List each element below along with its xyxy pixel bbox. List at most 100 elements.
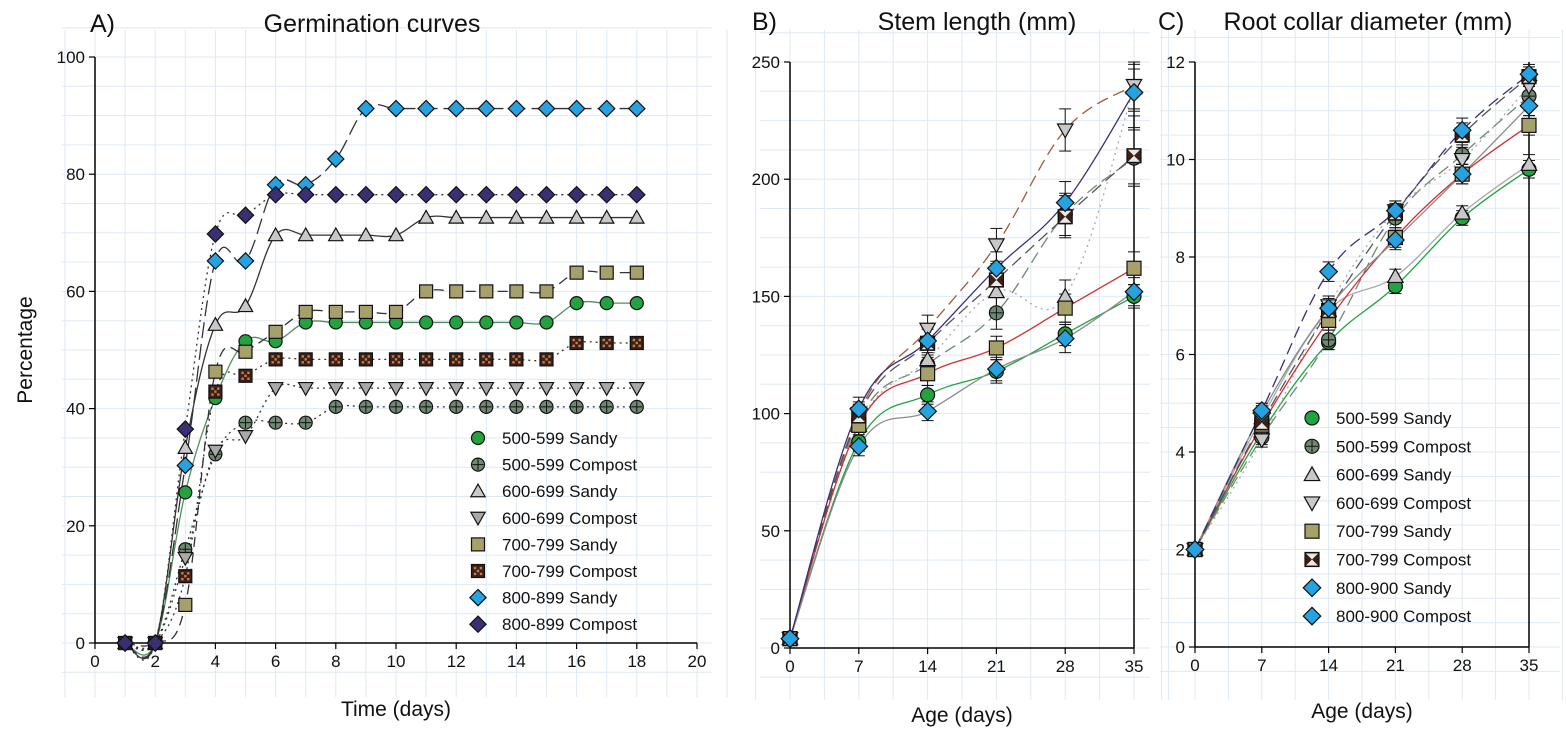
data-point-b-700-799-compost: [1126, 148, 1142, 164]
data-point-a-700-799-sandy: [298, 304, 313, 320]
data-point-a-800-899-compost: [206, 224, 225, 243]
data-point-a-700-799-sandy: [268, 324, 283, 339]
legend-label-800-900-sandy: 800-900 Sandy: [1336, 579, 1452, 598]
panel-letter-c: C): [1158, 8, 1184, 36]
data-point-a-800-899-compost: [507, 185, 526, 204]
data-point-a-600-699-compost: [417, 381, 435, 397]
data-point-a-700-799-compost: [268, 352, 283, 367]
data-point-b-800-900-compost: [1055, 193, 1075, 213]
data-point-c-700-799-sandy: [1521, 117, 1537, 133]
x-tick-label-c: 0: [1190, 656, 1199, 675]
x-tick-label-a: 8: [331, 652, 340, 671]
y-tick-label-a: 100: [57, 48, 85, 67]
data-point-a-500-599-sandy: [569, 296, 584, 311]
data-point-a-800-899-sandy: [507, 99, 526, 118]
grid-c: [1160, 30, 1563, 700]
data-point-a-500-599-compost: [599, 399, 614, 414]
data-point-a-700-799-sandy: [178, 597, 193, 613]
legend-label-500-599-sandy: 500-599 Sandy: [1336, 409, 1452, 428]
data-point-b-700-799-sandy: [988, 340, 1005, 356]
data-point-b-600-699-compost: [1056, 123, 1074, 139]
data-point-a-600-699-sandy: [598, 209, 615, 224]
data-point-a-700-799-sandy: [419, 284, 434, 299]
legend-label-600-699-sandy: 600-699 Sandy: [502, 482, 618, 501]
data-point-a-600-699-compost: [207, 444, 224, 460]
x-tick-label-b: 35: [1125, 657, 1144, 676]
panel-a-germination-chart: 0 2 4 6 8 10 12 14 16 18 20 0 20 40 60 80 100 A) Germinati…: [14, 10, 728, 721]
legend-marker-500-599-compost: [470, 457, 486, 472]
data-point-a-800-899-compost: [477, 185, 496, 204]
data-point-a-700-799-compost: [569, 335, 584, 351]
x-axis-label-b: Age (days): [911, 704, 1013, 727]
data-point-a-600-699-sandy: [387, 226, 405, 242]
legend-label-600-699-compost: 600-699 Compost: [502, 509, 637, 528]
series-line-c-600-699-compost: [1194, 85, 1530, 550]
data-point-a-700-799-sandy: [358, 304, 373, 320]
data-point-a-700-799-compost: [298, 352, 313, 367]
data-point-b-700-799-compost: [1057, 209, 1073, 225]
data-point-a-600-699-sandy: [538, 209, 555, 224]
legend-label-800-899-compost: 800-899 Compost: [502, 615, 637, 634]
data-point-a-800-899-sandy: [417, 99, 436, 118]
data-point-a-800-899-compost: [296, 185, 315, 204]
legend-marker-600-699-compost: [1303, 496, 1321, 512]
y-tick-label-a: 40: [66, 400, 85, 419]
legend-label-800-900-compost: 800-900 Compost: [1336, 607, 1471, 626]
x-tick-label-b: 7: [854, 657, 863, 676]
data-point-a-700-799-compost: [178, 569, 193, 584]
data-point-a-800-899-compost: [176, 420, 195, 439]
panel-b-stem-length-chart: 0 7 14 21 28 35 0 50 100 150 200 250 B) Stem length (…: [752, 8, 1169, 727]
data-point-a-500-599-sandy: [539, 315, 554, 330]
legend-marker-500-599-compost: [1304, 438, 1320, 454]
data-point-c-800-900-compost: [1385, 201, 1405, 221]
legend-marker-800-900-sandy: [1302, 578, 1322, 598]
legend-marker-500-599-sandy: [1304, 410, 1320, 426]
data-point-a-600-699-sandy: [207, 316, 224, 331]
x-tick-label-a: 4: [211, 652, 220, 671]
data-point-a-800-899-sandy: [567, 99, 586, 118]
data-point-a-500-599-sandy: [178, 485, 193, 500]
x-tick-label-b: 28: [1056, 657, 1075, 676]
data-point-a-700-799-compost: [509, 352, 524, 367]
panel-letter-b: B): [752, 8, 777, 36]
data-point-a-600-699-compost: [508, 381, 525, 397]
data-point-c-600-699-sandy: [1386, 267, 1405, 284]
data-point-a-600-699-compost: [628, 381, 645, 397]
legend-marker-700-799-compost: [470, 563, 486, 579]
legend-marker-800-900-compost: [1302, 606, 1322, 626]
x-tick-label-a: 14: [507, 652, 526, 671]
data-point-a-500-599-compost: [479, 399, 494, 414]
data-point-a-700-799-compost: [539, 352, 554, 367]
x-tick-label-a: 12: [447, 652, 466, 671]
data-point-a-500-599-compost: [268, 415, 283, 430]
data-point-b-800-900-compost: [1124, 82, 1144, 103]
x-tick-label-c: 7: [1257, 656, 1266, 675]
data-point-a-500-599-compost: [388, 399, 404, 414]
data-point-c-600-699-sandy: [1453, 204, 1471, 220]
data-point-b-800-900-sandy: [986, 359, 1006, 379]
x-tick-label-b: 0: [785, 657, 794, 676]
data-point-a-500-599-compost: [539, 399, 554, 414]
data-point-a-700-799-compost: [208, 384, 223, 399]
data-point-a-600-699-compost: [177, 551, 194, 567]
legend-c: 500-599 Sandy 500-599 Compost 600-699 Sand…: [1302, 409, 1471, 626]
data-point-a-500-599-compost: [238, 415, 253, 430]
data-point-a-800-899-sandy: [477, 99, 496, 118]
legend-marker-800-899-sandy: [469, 588, 487, 607]
data-point-a-600-699-compost: [598, 381, 615, 397]
y-tick-label-c: 4: [1176, 443, 1185, 462]
data-point-a-600-699-compost: [387, 381, 405, 397]
data-point-a-700-799-compost: [599, 335, 614, 351]
data-point-a-500-599-sandy: [419, 315, 434, 330]
data-point-b-500-599-compost: [988, 305, 1005, 321]
x-tick-label-c: 21: [1386, 656, 1405, 675]
data-point-a-800-899-sandy: [447, 99, 466, 118]
data-point-a-600-699-compost: [327, 381, 344, 397]
data-point-a-800-899-compost: [627, 185, 646, 204]
data-point-a-600-699-compost: [538, 381, 555, 397]
legend-label-500-599-compost: 500-599 Compost: [502, 456, 637, 475]
data-point-b-600-699-compost: [987, 238, 1006, 254]
data-point-a-800-899-sandy: [176, 456, 195, 475]
data-point-b-800-900-sandy: [1124, 282, 1144, 302]
